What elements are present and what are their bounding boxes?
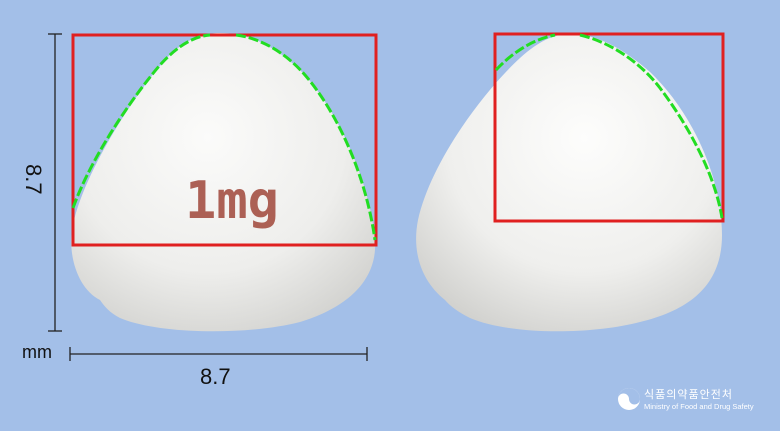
- agency-name-korean: 식품의약품안전처: [644, 388, 733, 401]
- agency-name-english: Ministry of Food and Drug Safety: [644, 402, 754, 411]
- back-contour: [494, 33, 724, 219]
- height-measurement-label: 8.7: [21, 164, 46, 195]
- width-dimension-line: [69, 347, 368, 361]
- back-bounding-box: [493, 32, 725, 223]
- unit-label: mm: [22, 342, 52, 362]
- pill-front: 1mg: [71, 33, 378, 332]
- width-measurement-label: 8.7: [200, 364, 231, 389]
- pill-imprint: 1mg: [185, 171, 279, 231]
- front-bounding-box: [71, 33, 378, 247]
- agency-brand: 식품의약품안전처 Ministry of Food and Drug Safet…: [616, 386, 754, 411]
- mfds-emblem-icon: [618, 388, 640, 410]
- pill-back: [416, 32, 725, 332]
- height-dimension-line: [48, 33, 62, 332]
- front-contour: [71, 33, 377, 241]
